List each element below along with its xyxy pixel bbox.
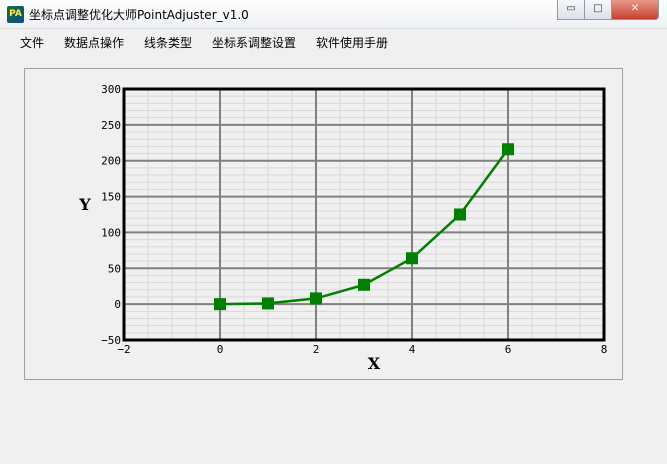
y-tick-label: 100 xyxy=(101,226,121,239)
y-tick-label: 200 xyxy=(101,155,121,168)
data-point xyxy=(262,297,274,310)
close-icon: ✕ xyxy=(630,3,640,14)
menu-manual[interactable]: 软件使用手册 xyxy=(316,36,389,50)
close-button[interactable]: ✕ xyxy=(611,0,659,20)
menu-points[interactable]: 数据点操作 xyxy=(64,36,125,50)
chart-panel xyxy=(24,68,623,380)
x-tick-label: 8 xyxy=(601,343,608,356)
data-point xyxy=(310,292,322,305)
data-point xyxy=(502,143,514,156)
app-icon: PA xyxy=(7,6,24,23)
y-tick-label: 300 xyxy=(101,83,121,96)
y-tick-label: 250 xyxy=(101,119,121,132)
x-axis-label: X xyxy=(368,354,381,373)
maximize-icon: □ xyxy=(593,3,603,14)
x-tick-label: 0 xyxy=(217,343,224,356)
menu-line-type[interactable]: 线条类型 xyxy=(144,36,193,50)
menu-bar: 文件 数据点操作 线条类型 坐标系调整设置 软件使用手册 xyxy=(0,30,667,54)
minimize-icon: ▭ xyxy=(566,3,576,14)
title-bar: PA 坐标点调整优化大师PointAdjuster_v1.0 ▭ □ ✕ xyxy=(0,0,667,29)
x-tick-label: 6 xyxy=(505,343,512,356)
plot-border xyxy=(122,87,606,342)
menu-axis-settings[interactable]: 坐标系调整设置 xyxy=(212,36,297,50)
data-point xyxy=(454,208,466,221)
data-point xyxy=(358,278,370,291)
y-tick-label: 150 xyxy=(101,191,121,204)
x-tick-label: 2 xyxy=(313,343,320,356)
x-tick-label: 4 xyxy=(409,343,416,356)
y-axis-label: Y xyxy=(78,195,91,214)
window-title: 坐标点调整优化大师PointAdjuster_v1.0 xyxy=(29,8,249,22)
x-tick-label: −2 xyxy=(117,343,130,356)
data-point xyxy=(406,252,418,265)
y-tick-label: 50 xyxy=(108,262,121,275)
y-tick-label: −50 xyxy=(101,334,121,347)
menu-file[interactable]: 文件 xyxy=(20,36,45,50)
y-tick-label: 0 xyxy=(114,298,121,311)
data-point xyxy=(214,298,226,311)
